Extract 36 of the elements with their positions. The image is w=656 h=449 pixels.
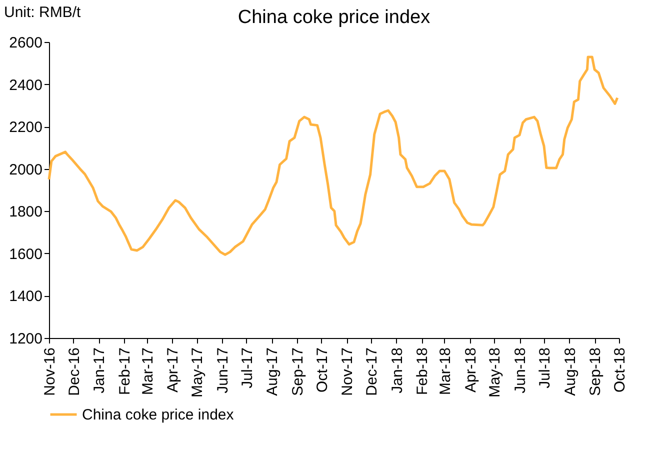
y-tick-label: 2400 (9, 76, 42, 94)
x-tick-label: Oct-18 (612, 348, 628, 393)
x-tick-label: May-17 (189, 348, 206, 398)
line-series (48, 56, 619, 256)
y-tick-label: 2200 (9, 119, 42, 136)
y-tick-label: 2000 (9, 161, 42, 178)
x-tick-label: Jan-17 (91, 348, 108, 394)
x-tick-label: Oct-17 (314, 348, 331, 393)
x-tick-label: Sep-18 (587, 348, 604, 396)
x-tick-label: Jul-17 (238, 348, 256, 388)
x-tick-label: Jul-18 (536, 348, 554, 388)
y-tick-label: 1800 (9, 204, 42, 221)
y-tick-label: 1600 (9, 246, 42, 263)
x-tick-label: Jun-18 (512, 348, 530, 394)
y-tick-label: 2600 (9, 34, 42, 52)
x-tick-label: Nov-16 (42, 348, 58, 396)
x-tick-label: Dec-17 (364, 348, 381, 396)
y-tick-label: 1200 (9, 330, 42, 348)
x-tick-label: Dec-16 (66, 348, 83, 396)
x-tick-label: Aug-18 (562, 348, 579, 396)
x-tick-label: Mar-18 (436, 348, 454, 396)
chart-title: China coke price index (238, 7, 431, 28)
x-tick-label: Jun-17 (214, 348, 232, 394)
x-tick-label: Apr-18 (462, 348, 480, 393)
x-tick-label: Nov-17 (339, 348, 356, 396)
x-tick-label: Apr-17 (164, 348, 182, 393)
x-tick-label: Feb-17 (116, 348, 134, 396)
x-tick-label: Feb-18 (414, 348, 432, 396)
legend-label: China coke price index (82, 406, 234, 424)
x-tick-label: Jan-18 (388, 348, 406, 394)
x-tick-label: Aug-17 (264, 348, 282, 396)
x-tick-label: May-18 (486, 348, 504, 398)
y-tick-label: 1400 (9, 288, 42, 306)
x-tick-label: Sep-17 (289, 348, 306, 396)
text: Unit: RMB/t (4, 4, 81, 21)
x-tick-label: Mar-17 (139, 348, 156, 396)
